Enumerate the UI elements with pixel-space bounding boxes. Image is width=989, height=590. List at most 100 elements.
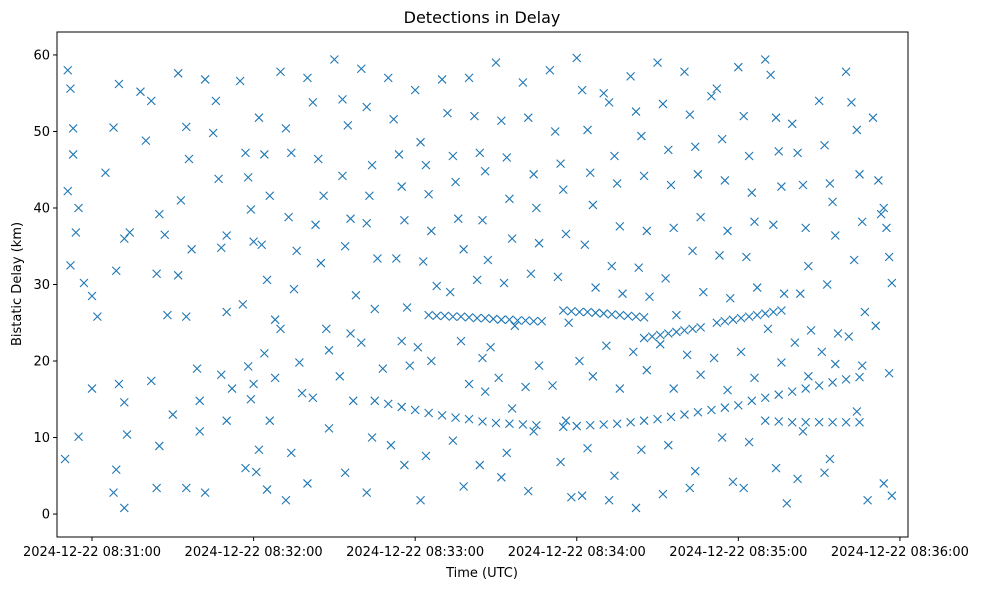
y-tick-label: 0 — [42, 508, 50, 523]
data-point — [410, 85, 420, 95]
data-point — [666, 412, 676, 422]
data-point — [618, 289, 627, 299]
data-point — [391, 254, 401, 263]
data-point — [739, 111, 749, 121]
data-point — [321, 324, 331, 334]
data-point — [637, 131, 646, 141]
data-point — [276, 67, 285, 77]
data-point — [152, 269, 162, 279]
data-point — [346, 329, 355, 338]
y-tick-label: 40 — [33, 201, 50, 216]
data-point — [491, 58, 501, 67]
data-point — [825, 454, 835, 464]
data-point — [529, 427, 539, 436]
data-point — [696, 370, 706, 380]
data-point — [470, 111, 479, 121]
data-point — [329, 55, 339, 64]
data-point — [303, 73, 312, 83]
data-point — [693, 407, 703, 417]
data-point — [400, 460, 409, 470]
data-point — [884, 252, 894, 262]
data-point — [168, 410, 178, 419]
data-point — [270, 315, 280, 325]
data-point — [795, 289, 805, 299]
data-point — [782, 498, 792, 508]
data-point — [575, 356, 584, 366]
data-point — [146, 96, 156, 106]
data-point — [281, 495, 291, 505]
data-point — [281, 124, 291, 133]
data-point — [383, 73, 393, 83]
data-point — [71, 228, 81, 237]
data-point — [472, 275, 482, 285]
data-point — [200, 488, 210, 498]
data-point — [655, 339, 665, 349]
data-point — [440, 311, 450, 321]
data-point — [871, 321, 881, 331]
data-point — [176, 195, 186, 205]
data-point — [521, 316, 530, 325]
y-tick-label: 60 — [33, 48, 50, 63]
data-point — [173, 68, 183, 78]
data-point — [173, 270, 183, 280]
data-point — [680, 410, 689, 419]
data-point — [319, 191, 328, 201]
data-point — [556, 159, 565, 168]
data-point — [311, 220, 320, 230]
data-point — [814, 417, 824, 427]
data-point — [631, 503, 641, 513]
data-point — [184, 154, 194, 164]
data-point — [768, 307, 778, 317]
data-point — [720, 176, 730, 185]
data-point — [558, 306, 568, 315]
data-point — [612, 419, 622, 429]
data-point — [496, 315, 506, 325]
data-point — [588, 200, 598, 210]
data-point — [847, 98, 856, 107]
data-point — [338, 94, 347, 104]
data-point — [502, 153, 512, 162]
data-point — [400, 215, 409, 225]
x-tick-label: 2024-12-22 08:34:00 — [508, 545, 646, 560]
data-point — [356, 338, 366, 348]
data-point — [222, 416, 232, 426]
data-point — [478, 353, 487, 363]
data-point — [456, 336, 466, 346]
data-point — [588, 371, 598, 381]
data-point — [733, 62, 743, 72]
data-point — [136, 87, 145, 97]
data-point — [591, 283, 600, 292]
data-point — [801, 384, 811, 393]
data-point — [803, 371, 813, 381]
data-point — [464, 313, 474, 322]
data-point — [663, 145, 673, 155]
data-point — [752, 283, 762, 292]
data-point — [313, 154, 323, 164]
data-point — [884, 368, 894, 378]
data-point — [348, 396, 358, 406]
data-point — [531, 203, 541, 213]
data-point — [844, 332, 854, 341]
data-point — [308, 393, 318, 403]
data-point — [774, 417, 784, 426]
data-point — [763, 324, 773, 334]
data-point — [774, 146, 784, 156]
data-point — [445, 287, 455, 297]
data-point — [518, 420, 528, 429]
data-point — [715, 251, 724, 260]
data-point — [249, 379, 258, 389]
data-point — [860, 307, 870, 317]
data-point — [760, 416, 770, 426]
data-point — [526, 269, 536, 279]
data-point — [712, 84, 722, 94]
data-point — [712, 318, 722, 328]
data-point — [642, 365, 652, 375]
data-point — [887, 491, 897, 501]
data-point — [645, 292, 654, 302]
data-point — [222, 307, 232, 317]
data-point — [787, 119, 797, 129]
data-point — [882, 223, 891, 233]
data-point — [475, 460, 485, 470]
data-point — [491, 418, 501, 428]
data-point — [647, 332, 657, 341]
